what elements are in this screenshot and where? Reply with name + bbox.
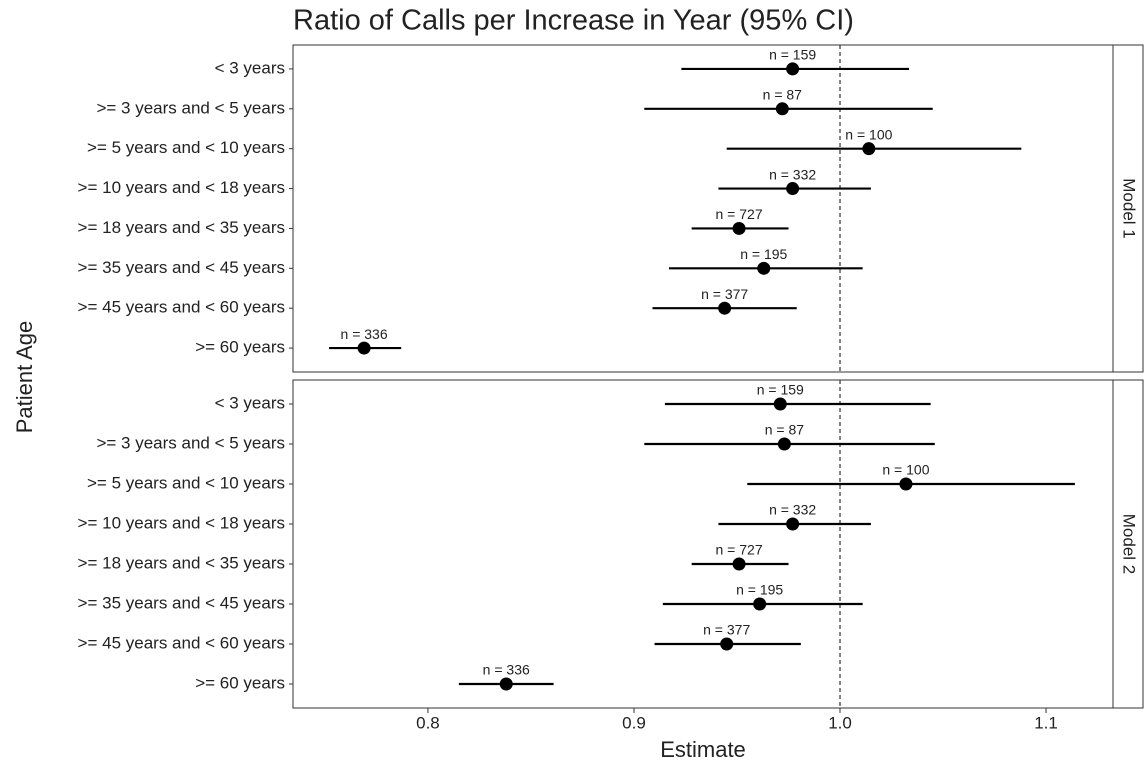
value-label: n = 159 (769, 47, 816, 63)
value-label: n = 100 (882, 462, 929, 478)
value-label: n = 727 (716, 206, 763, 222)
value-label: n = 159 (757, 382, 804, 398)
point (732, 557, 746, 571)
y-tick-label: >= 35 years and < 45 years (78, 593, 285, 612)
value-label: n = 727 (716, 542, 763, 558)
x-axis-label: Estimate (660, 737, 746, 762)
y-tick-label: >= 10 years and < 18 years (78, 178, 285, 197)
value-label: n = 377 (703, 622, 750, 638)
strip (1112, 379, 1144, 709)
panel-border (292, 44, 1114, 373)
strip-label: Model 2 (1120, 514, 1139, 574)
strip-label: Model 1 (1120, 178, 1139, 238)
y-tick-label: >= 60 years (195, 338, 285, 357)
y-tick-label: >= 35 years and < 45 years (78, 258, 285, 277)
y-tick-label: >= 5 years and < 10 years (87, 473, 285, 492)
y-tick-label: >= 18 years and < 35 years (78, 553, 285, 572)
y-tick-label: >= 5 years and < 10 years (87, 138, 285, 157)
point (777, 437, 791, 451)
point (753, 597, 767, 611)
point (786, 517, 800, 531)
point (718, 301, 732, 315)
x-tick-label: 0.9 (622, 713, 646, 732)
y-tick-label: >= 3 years and < 5 years (96, 98, 285, 117)
value-label: n = 195 (736, 582, 783, 598)
strip (1112, 44, 1144, 373)
point (732, 221, 746, 235)
value-label: n = 336 (341, 326, 388, 342)
point (775, 102, 789, 116)
value-label: n = 332 (769, 502, 816, 518)
chart-title: Ratio of Calls per Increase in Year (95%… (293, 5, 854, 37)
y-tick-label: < 3 years (215, 58, 285, 77)
value-label: n = 377 (701, 286, 748, 302)
x-tick-label: 1.1 (1034, 713, 1058, 732)
panel-border (292, 379, 1114, 709)
value-label: n = 87 (765, 422, 805, 438)
value-label: n = 332 (769, 166, 816, 182)
point (773, 397, 787, 411)
value-label: n = 336 (483, 662, 530, 678)
y-tick-label: >= 3 years and < 5 years (96, 433, 285, 452)
point (499, 677, 513, 691)
value-label: n = 195 (740, 246, 787, 262)
point (720, 637, 734, 651)
y-tick-label: >= 10 years and < 18 years (78, 513, 285, 532)
point (899, 477, 913, 491)
y-axis-label: Patient Age (12, 321, 37, 434)
value-label: n = 87 (763, 87, 803, 103)
point (786, 62, 800, 76)
y-tick-label: >= 45 years and < 60 years (78, 298, 285, 317)
y-tick-label: >= 60 years (195, 673, 285, 692)
y-tick-label: >= 18 years and < 35 years (78, 218, 285, 237)
point (786, 182, 800, 196)
value-label: n = 100 (845, 126, 892, 142)
y-tick-label: < 3 years (215, 393, 285, 412)
point (862, 142, 876, 156)
y-tick-label: >= 45 years and < 60 years (78, 633, 285, 652)
x-tick-label: 0.8 (416, 713, 440, 732)
point (357, 341, 371, 355)
point (757, 261, 771, 275)
x-tick-label: 1.0 (828, 713, 852, 732)
